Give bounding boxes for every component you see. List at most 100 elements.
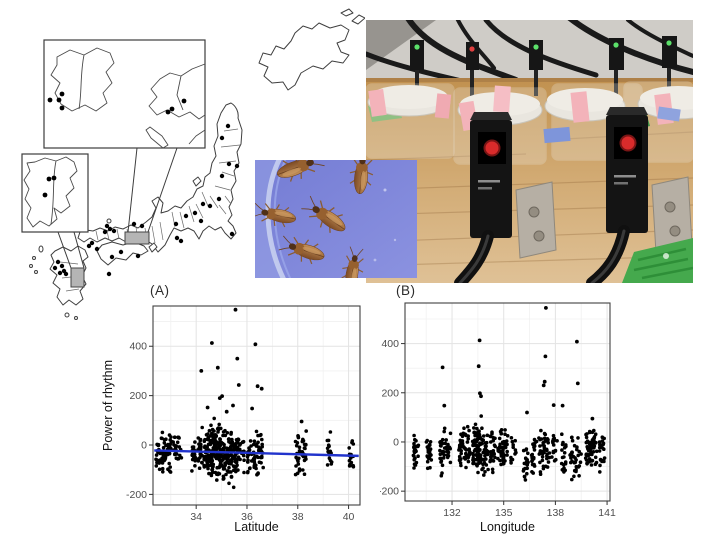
shelf-edge: [366, 78, 693, 82]
data-point: [202, 463, 206, 468]
sampling-dot: [109, 254, 115, 260]
data-point: [225, 431, 230, 435]
sampling-dot: [86, 243, 92, 249]
data-point: [214, 434, 219, 438]
data-point: [505, 442, 509, 447]
sampling-dot: [51, 175, 57, 181]
data-point: [172, 435, 177, 439]
data-point: [459, 463, 463, 468]
data-point: [546, 460, 551, 464]
data-point: [538, 437, 542, 442]
data-point: [602, 447, 606, 451]
x-tick-label: 141: [598, 507, 616, 519]
sampling-dot: [55, 259, 61, 265]
data-point: [218, 437, 222, 442]
data-point: [486, 467, 490, 472]
data-point: [598, 443, 603, 447]
data-point: [442, 429, 446, 434]
data-point: [562, 466, 566, 470]
data-point: [154, 464, 159, 468]
data-point: [301, 454, 306, 459]
data-point: [238, 457, 242, 462]
data-point: [238, 442, 243, 446]
map-hokkaido: [258, 22, 350, 91]
data-point: [256, 440, 260, 445]
data-point: [206, 466, 210, 471]
panel-label-a: (A): [150, 283, 170, 298]
data-point: [547, 451, 552, 455]
data-point: [482, 460, 487, 465]
back-sensor: [466, 42, 479, 96]
data-point: [472, 457, 476, 462]
sampling-dot: [59, 91, 65, 97]
data-point: [502, 453, 507, 457]
screw: [664, 201, 676, 213]
data-point: [260, 437, 264, 442]
data-point: [560, 432, 564, 436]
tray: [366, 83, 455, 159]
data-point: [169, 446, 173, 451]
data-point: [472, 430, 477, 435]
map-highlight-kyushu: [70, 267, 85, 288]
data-point: [425, 454, 430, 459]
data-point: [504, 439, 509, 443]
data-point: [530, 455, 534, 460]
data-point: [530, 452, 535, 457]
y-tick-label: 400: [381, 338, 399, 350]
data-point: [196, 457, 201, 461]
data-point: [258, 433, 262, 438]
sampling-dot: [183, 213, 189, 219]
data-point: [296, 459, 300, 463]
x-tick-label: 40: [343, 511, 355, 523]
data-point: [539, 428, 543, 433]
data-point: [193, 440, 197, 444]
equipment-photo: [366, 20, 693, 283]
data-point: [234, 464, 238, 469]
data-point: [509, 461, 513, 465]
data-point: [297, 445, 302, 450]
data-point: [510, 439, 515, 444]
data-point: [227, 481, 231, 486]
data-point: [207, 428, 212, 433]
panel-border: [404, 302, 611, 502]
data-point: [193, 464, 197, 468]
sampling-dot: [225, 123, 231, 129]
data-point: [525, 462, 529, 467]
data-point: [293, 472, 298, 477]
y-tick-label: 0: [141, 440, 147, 452]
data-point: [576, 453, 580, 458]
data-point: [513, 452, 517, 456]
data-point-outlier: [544, 306, 548, 310]
data-point: [473, 439, 477, 443]
back-sensors: [410, 36, 677, 96]
data-point: [256, 472, 260, 476]
data-point: [482, 457, 486, 462]
data-point: [482, 448, 487, 452]
data-point: [584, 435, 589, 440]
screw: [669, 225, 681, 237]
data-point: [350, 439, 355, 443]
data-point: [426, 448, 431, 453]
data-point: [175, 440, 180, 445]
data-point: [197, 442, 201, 446]
sampling-dot: [89, 240, 95, 246]
data-point: [511, 443, 515, 447]
data-point: [459, 451, 463, 456]
data-point: [203, 444, 207, 448]
data-point: [545, 465, 550, 469]
red-indicator: [619, 134, 637, 152]
data-point: [439, 460, 443, 464]
sampling-dot: [57, 270, 63, 276]
data-point: [480, 426, 484, 430]
map-highlight-kansai: [124, 231, 150, 245]
data-point: [592, 438, 596, 443]
data-point: [210, 432, 214, 437]
data-point-outlier: [590, 416, 595, 421]
y-tick-label: 200: [129, 390, 147, 402]
data-point: [301, 468, 305, 472]
data-point: [597, 449, 602, 453]
data-point-outlier: [542, 379, 547, 384]
data-point: [542, 436, 547, 441]
data-point: [440, 437, 445, 442]
data-point: [540, 458, 545, 463]
